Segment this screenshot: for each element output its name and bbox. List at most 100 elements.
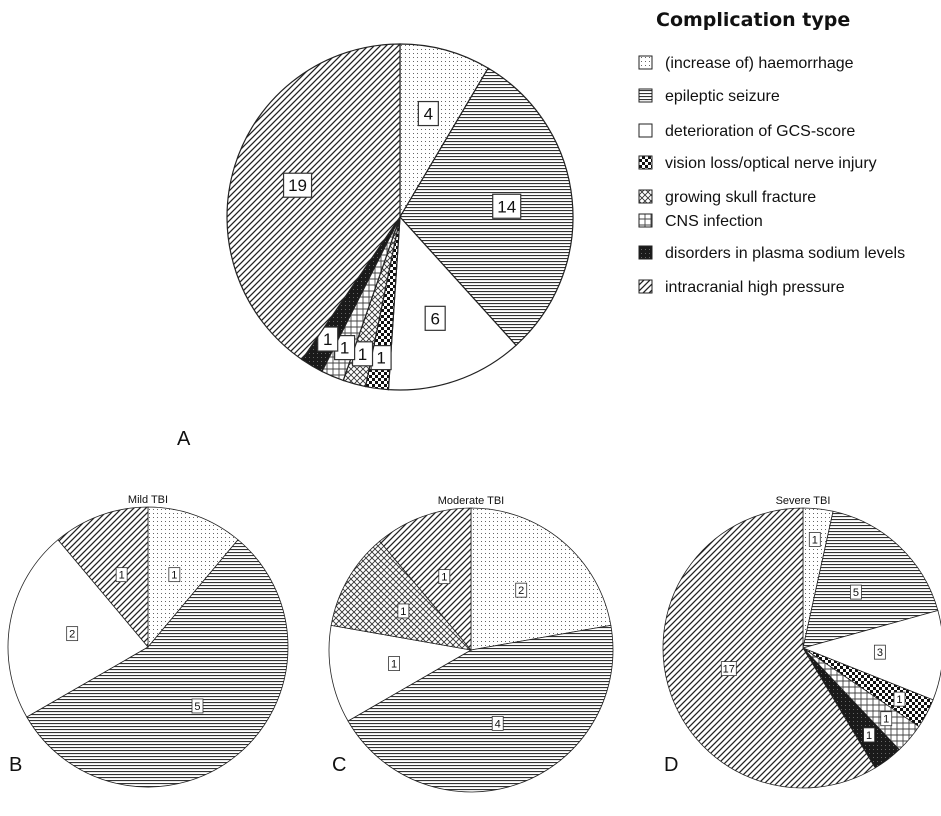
- slice-label-box: [720, 661, 737, 676]
- legend-swatch: [638, 213, 653, 228]
- slice-value-label: 1: [391, 659, 397, 671]
- legend-item: epileptic seizure: [638, 88, 780, 105]
- pie-slice: [470, 507, 612, 651]
- legend-swatch: [638, 55, 653, 70]
- slice-label-box: [397, 603, 410, 619]
- slice-value-label: 1: [441, 572, 447, 584]
- legend: Complication type (increase of) haemorrh…: [638, 9, 905, 296]
- slice-value-label: 17: [723, 664, 735, 676]
- pie-slice: [399, 43, 489, 220]
- panel-letter: B: [9, 754, 22, 776]
- legend-item: (increase of) haemorrhage: [638, 55, 854, 72]
- legend-label: growing skull fracture: [665, 189, 816, 206]
- panel-title: Severe TBI: [776, 495, 831, 507]
- slice-value-label: 1: [812, 534, 818, 546]
- pie-slice: [802, 510, 939, 649]
- legend-swatch: [638, 155, 653, 170]
- slice-value-label: 1: [119, 570, 125, 582]
- slice-label-box: [191, 698, 204, 714]
- slice-label-box: [873, 644, 886, 660]
- slice-value-label: 6: [430, 309, 439, 328]
- legend-item: CNS infection: [638, 213, 763, 230]
- slice-value-label: 4: [495, 718, 501, 730]
- pie-slice: [379, 507, 472, 652]
- slice-value-label: 1: [171, 570, 177, 582]
- slice-value-label: 5: [194, 701, 200, 713]
- slice-label-box: [388, 656, 400, 671]
- slice-value-label: 19: [288, 176, 307, 195]
- pie-slice: [226, 43, 401, 361]
- panel-letter: C: [332, 754, 346, 776]
- slice-value-label: 5: [853, 587, 859, 599]
- pie-slice: [328, 624, 473, 722]
- slice-label-box: [850, 584, 862, 600]
- slice-label-box: [808, 532, 821, 547]
- pie-slice: [387, 215, 517, 391]
- slice-label-box: [438, 569, 451, 585]
- legend-item: growing skull fracture: [638, 189, 816, 206]
- slice-value-label: 1: [896, 694, 902, 706]
- legend-label: CNS infection: [665, 213, 763, 230]
- legend-label: intracranial high pressure: [665, 279, 845, 296]
- legend-label: deterioration of GCS-score: [665, 123, 855, 140]
- legend-label: disorders in plasma sodium levels: [665, 245, 905, 262]
- slice-label-box: [424, 305, 446, 331]
- pie-slice: [330, 540, 473, 651]
- legend-label: (increase of) haemorrhage: [665, 55, 854, 72]
- legend-item: deterioration of GCS-score: [638, 123, 855, 140]
- slice-label-box: [863, 727, 875, 743]
- slice-value-label: 1: [866, 730, 872, 742]
- slice-label-box: [880, 711, 893, 727]
- slice-value-label: 1: [358, 345, 367, 364]
- legend-item: intracranial high pressure: [638, 279, 845, 296]
- pie-slice: [801, 610, 941, 701]
- slice-label-box: [492, 193, 522, 219]
- slice-label-box: [417, 100, 439, 127]
- slice-value-label: 2: [69, 629, 75, 641]
- legend-item: disorders in plasma sodium levels: [638, 245, 905, 262]
- slice-label-box: [168, 567, 181, 583]
- slice-value-label: 14: [497, 197, 516, 216]
- legend-swatch: [638, 88, 653, 103]
- pie-slice: [347, 624, 614, 793]
- slice-label-box: [66, 626, 79, 642]
- slice-label-box: [893, 691, 906, 707]
- pie-chart-b: 1 5 2 1 Mild TBI B: [7, 494, 289, 788]
- legend-title: Complication type: [656, 9, 850, 31]
- pie-slice: [26, 539, 289, 788]
- legend-items: (increase of) haemorrhage epileptic seizu…: [638, 55, 905, 296]
- panel-letter: D: [664, 754, 678, 776]
- pie-chart-c: 2 4 1 1 1 Moderate TBI C: [328, 495, 614, 793]
- pie-slice: [662, 507, 876, 789]
- legend-swatch: [638, 123, 653, 138]
- panel-title: Moderate TBI: [438, 495, 504, 507]
- slice-label-box: [282, 172, 313, 198]
- legend-label: epileptic seizure: [665, 88, 780, 105]
- panel-title: Mild TBI: [128, 494, 168, 506]
- slice-value-label: 1: [376, 349, 385, 368]
- slice-label-box: [515, 582, 528, 598]
- legend-swatch: [638, 279, 653, 294]
- slice-value-label: 1: [883, 714, 889, 726]
- legend-swatch: [638, 245, 653, 260]
- pie-slice: [147, 506, 239, 649]
- panel-letter: A: [177, 428, 191, 450]
- legend-label: vision loss/optical nerve injury: [665, 155, 877, 172]
- slice-label-box: [317, 326, 339, 352]
- slice-value-label: 4: [424, 105, 433, 124]
- slice-value-label: 1: [323, 330, 332, 349]
- pie-slice: [57, 506, 149, 649]
- slice-value-label: 3: [877, 647, 883, 659]
- slice-value-label: 2: [518, 585, 524, 597]
- pie-slice: [399, 67, 574, 347]
- slice-value-label: 1: [400, 606, 406, 618]
- slice-label-box: [491, 715, 504, 731]
- slice-label-box: [115, 567, 128, 583]
- legend-swatch: [638, 189, 653, 204]
- legend-item: vision loss/optical nerve injury: [638, 155, 877, 172]
- slice-value-label: 1: [340, 339, 349, 358]
